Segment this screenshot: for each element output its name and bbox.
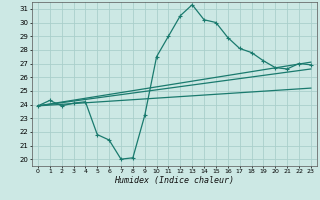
X-axis label: Humidex (Indice chaleur): Humidex (Indice chaleur) [115,176,234,185]
